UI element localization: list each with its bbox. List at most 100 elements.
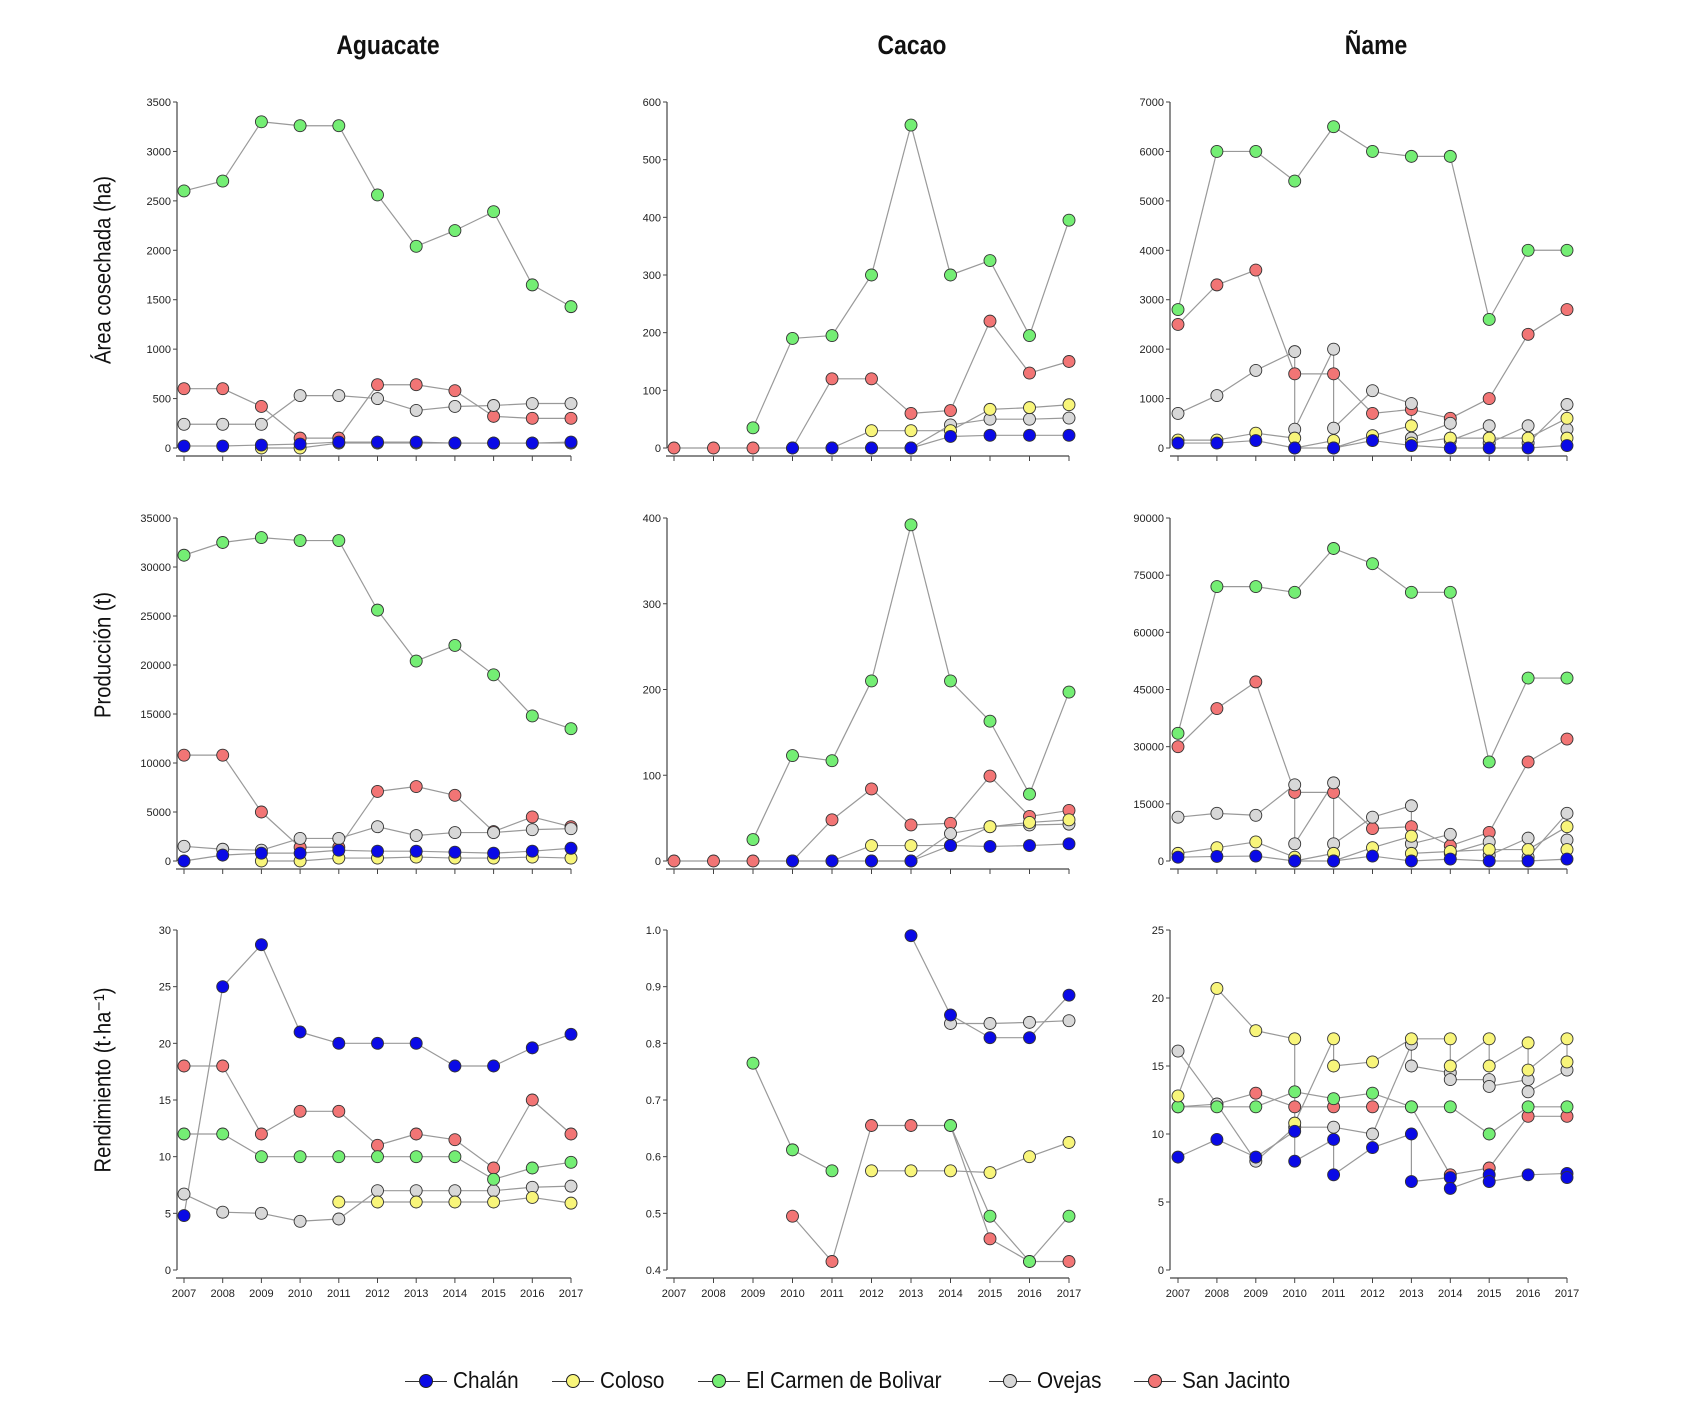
data-point-coloso bbox=[1062, 813, 1076, 827]
series-line-ovejas bbox=[950, 826, 991, 835]
data-point-san-jacinto bbox=[983, 769, 997, 783]
data-point-chal-n bbox=[409, 1036, 423, 1050]
series-line-coloso bbox=[532, 856, 572, 859]
series-line-el-carmen-de-bolivar bbox=[950, 260, 991, 276]
data-point-el-carmen-de-bolivar bbox=[1327, 1092, 1341, 1106]
column-title-aguacate: Aguacate bbox=[336, 30, 440, 60]
data-point-chal-n bbox=[177, 1209, 191, 1223]
y-tick-label: 15000 bbox=[1133, 799, 1164, 811]
series-line-el-carmen-de-bolivar bbox=[338, 125, 379, 196]
data-point-chal-n bbox=[1560, 1171, 1574, 1184]
data-point-ovejas bbox=[1210, 806, 1224, 820]
data-point-chal-n bbox=[904, 929, 918, 943]
y-tick-label: 20000 bbox=[140, 660, 171, 672]
series-line-ovejas bbox=[261, 1212, 301, 1222]
x-tick-label: 2008 bbox=[210, 1288, 234, 1300]
series-line-ovejas bbox=[1177, 1050, 1218, 1105]
series-line-san-jacinto bbox=[1029, 360, 1070, 374]
data-point-coloso bbox=[1366, 1055, 1379, 1069]
series-line-el-carmen-de-bolivar bbox=[493, 674, 533, 717]
data-point-coloso bbox=[1327, 1032, 1341, 1046]
series-line-ovejas bbox=[1372, 390, 1412, 405]
series-line-coloso bbox=[532, 1196, 572, 1204]
data-point-coloso bbox=[1521, 1036, 1535, 1050]
y-tick-label: 30000 bbox=[1133, 742, 1164, 754]
data-point-coloso bbox=[1288, 1032, 1302, 1046]
data-point-san-jacinto bbox=[254, 805, 268, 819]
series-line-chal-n bbox=[260, 944, 301, 1033]
data-point-ovejas bbox=[525, 397, 539, 410]
series-line-el-carmen-de-bolivar bbox=[752, 755, 794, 840]
data-point-chal-n bbox=[448, 436, 462, 450]
data-point-el-carmen-de-bolivar bbox=[216, 174, 230, 188]
data-point-chal-n bbox=[944, 839, 957, 853]
series-line-san-jacinto bbox=[338, 791, 378, 848]
y-tick-label: 90000 bbox=[1133, 513, 1164, 525]
series-line-el-carmen-de-bolivar bbox=[338, 540, 379, 611]
series-line-chal-n bbox=[222, 944, 262, 988]
series-line-san-jacinto bbox=[910, 822, 951, 826]
data-point-chal-n bbox=[293, 437, 307, 451]
data-point-chal-n bbox=[1560, 852, 1574, 866]
data-point-el-carmen-de-bolivar bbox=[1521, 243, 1535, 257]
data-point-el-carmen-de-bolivar bbox=[216, 1127, 230, 1141]
data-point-coloso bbox=[1210, 982, 1224, 995]
series-line-el-carmen-de-bolivar bbox=[1255, 150, 1296, 182]
series-line-ovejas bbox=[950, 418, 991, 426]
data-point-chal-n bbox=[904, 441, 918, 455]
panel-8: 0 5 10 15 20 25 2007 2008 2009 2010 2011 2012 2013 20… bbox=[1152, 925, 1579, 1300]
data-point-san-jacinto bbox=[409, 1127, 423, 1141]
data-point-san-jacinto bbox=[1023, 366, 1036, 380]
data-point-san-jacinto bbox=[825, 813, 839, 827]
data-point-chal-n bbox=[177, 854, 191, 868]
series-line-chal-n bbox=[1411, 858, 1451, 862]
data-point-chal-n bbox=[1366, 1141, 1379, 1155]
data-point-san-jacinto bbox=[1288, 367, 1302, 381]
data-point-el-carmen-de-bolivar bbox=[1062, 213, 1076, 227]
series-line-el-carmen-de-bolivar bbox=[1029, 1215, 1070, 1262]
data-point-ovejas bbox=[1521, 1085, 1535, 1099]
y-tick-label: 0.4 bbox=[646, 1265, 661, 1277]
data-point-san-jacinto bbox=[216, 748, 230, 762]
data-point-ovejas bbox=[564, 822, 578, 836]
x-tick-label: 2014 bbox=[443, 1288, 467, 1300]
data-point-san-jacinto bbox=[904, 818, 918, 832]
series-line-ovejas bbox=[1333, 1126, 1373, 1135]
data-point-chal-n bbox=[216, 980, 230, 994]
series-line-chal-n bbox=[532, 441, 572, 444]
data-point-el-carmen-de-bolivar bbox=[1366, 1086, 1379, 1100]
data-point-el-carmen-de-bolivar bbox=[487, 668, 501, 682]
data-point-san-jacinto bbox=[746, 441, 760, 455]
data-point-coloso bbox=[332, 1195, 346, 1209]
y-tick-label: 60000 bbox=[1133, 627, 1164, 639]
data-point-coloso bbox=[1023, 1150, 1036, 1164]
series-line-el-carmen-de-bolivar bbox=[1372, 563, 1412, 593]
data-point-coloso bbox=[409, 1195, 423, 1209]
legend-item-ovejas: Ovejas bbox=[988, 1367, 1109, 1394]
data-point-ovejas bbox=[448, 826, 462, 840]
data-point-ovejas bbox=[1023, 412, 1036, 426]
data-point-chal-n bbox=[1288, 1124, 1302, 1138]
series-line-san-jacinto bbox=[1488, 334, 1529, 399]
series-line-ovejas bbox=[1527, 404, 1568, 444]
series-line-ovejas bbox=[416, 405, 455, 412]
series-line-el-carmen-de-bolivar bbox=[1294, 1091, 1334, 1100]
legend-label: Coloso bbox=[599, 1367, 665, 1393]
legend-item-coloso: Coloso bbox=[551, 1367, 672, 1394]
data-point-ovejas bbox=[564, 397, 578, 410]
data-point-chal-n bbox=[487, 846, 501, 860]
data-point-chal-n bbox=[1249, 1150, 1263, 1164]
series-line-chal-n bbox=[1255, 1130, 1296, 1158]
y-tick-label: 25 bbox=[159, 982, 171, 994]
data-point-chal-n bbox=[1521, 441, 1535, 455]
series-line-coloso bbox=[1029, 404, 1070, 409]
y-tick-label: 25000 bbox=[140, 611, 171, 623]
series-line-coloso bbox=[1216, 988, 1257, 1032]
data-point-el-carmen-de-bolivar bbox=[1023, 1255, 1036, 1268]
series-line-chal-n bbox=[1255, 855, 1295, 862]
series-line-chal-n bbox=[454, 851, 494, 854]
y-tick-label: 0.8 bbox=[646, 1038, 661, 1050]
panel-2: 0 1000 2000 3000 4000 5000 6000 7000 bbox=[1140, 97, 1574, 461]
x-tick-label: 2008 bbox=[701, 1288, 725, 1300]
